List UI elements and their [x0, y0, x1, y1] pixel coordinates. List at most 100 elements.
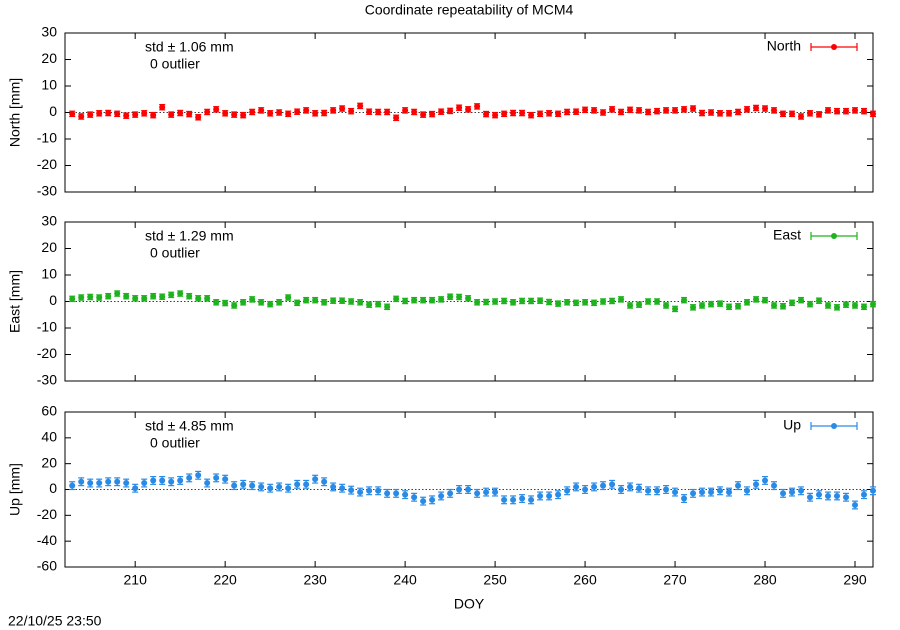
- y-tick-label: -60: [37, 558, 57, 574]
- data-point: [168, 291, 175, 298]
- data-point: [258, 299, 265, 306]
- data-point: [735, 482, 742, 489]
- data-point: [807, 301, 814, 308]
- data-point: [96, 294, 103, 301]
- data-point: [870, 487, 876, 494]
- data-point: [519, 297, 526, 304]
- data-point: [276, 109, 283, 116]
- data-point: [123, 112, 130, 119]
- data-point: [780, 110, 787, 117]
- data-point: [591, 107, 598, 114]
- data-point: [132, 111, 139, 118]
- data-point: [609, 297, 616, 304]
- x-tick-label: 250: [483, 572, 507, 588]
- data-point: [762, 477, 769, 484]
- data-point: [213, 106, 220, 113]
- data-point: [303, 107, 310, 114]
- data-point: [69, 295, 76, 302]
- data-point: [240, 299, 247, 306]
- data-point: [384, 303, 391, 310]
- data-point: [627, 106, 634, 113]
- data-point: [672, 107, 679, 114]
- data-point: [600, 298, 607, 305]
- data-point: [114, 290, 121, 297]
- y-tick-label: -20: [37, 156, 57, 172]
- x-tick-label: 270: [663, 572, 687, 588]
- data-point: [537, 110, 544, 117]
- data-point: [492, 489, 499, 496]
- data-point: [627, 302, 634, 309]
- data-point: [681, 495, 688, 502]
- data-point: [762, 105, 769, 112]
- data-point: [276, 483, 283, 490]
- data-point: [447, 293, 454, 300]
- data-point: [240, 112, 247, 119]
- data-point: [195, 472, 202, 479]
- data-point: [78, 294, 85, 301]
- data-point: [744, 106, 751, 113]
- data-point: [294, 299, 301, 306]
- y-tick-label: -20: [37, 506, 57, 522]
- y-tick-label: 20: [41, 454, 57, 470]
- data-point: [384, 108, 391, 115]
- data-point: [789, 110, 796, 117]
- data-point: [177, 110, 184, 117]
- data-point: [258, 107, 265, 114]
- data-point: [393, 490, 400, 497]
- data-point: [582, 486, 589, 493]
- data-point: [834, 108, 841, 115]
- y-tick-label: -10: [37, 319, 57, 335]
- data-point: [573, 108, 580, 115]
- data-point: [105, 293, 112, 300]
- data-point: [870, 301, 876, 308]
- data-point: [789, 489, 796, 496]
- data-point: [96, 110, 103, 117]
- data-point: [258, 483, 265, 490]
- data-point: [501, 297, 508, 304]
- data-point: [762, 297, 769, 304]
- data-point: [519, 110, 526, 117]
- data-point: [366, 108, 373, 115]
- data-point: [483, 299, 490, 306]
- y-tick-label: 20: [41, 239, 57, 255]
- data-point: [609, 106, 616, 113]
- legend-label: North: [767, 38, 801, 54]
- legend-swatch: [831, 44, 837, 50]
- data-point: [618, 296, 625, 303]
- data-point: [843, 301, 850, 308]
- data-point: [366, 301, 373, 308]
- data-point: [636, 485, 643, 492]
- data-point: [438, 108, 445, 115]
- data-point: [663, 486, 670, 493]
- data-point: [708, 489, 715, 496]
- data-point: [420, 498, 427, 505]
- data-point: [321, 299, 328, 306]
- data-point: [375, 108, 382, 115]
- data-point: [780, 303, 787, 310]
- data-point: [375, 301, 382, 308]
- data-point: [717, 110, 724, 117]
- data-point: [537, 492, 544, 499]
- data-point: [312, 476, 319, 483]
- data-point: [375, 487, 382, 494]
- data-point: [132, 485, 139, 492]
- data-point: [357, 102, 364, 109]
- data-point: [105, 478, 112, 485]
- data-point: [87, 111, 94, 118]
- data-point: [690, 490, 697, 497]
- data-point: [150, 112, 157, 119]
- data-point: [510, 299, 517, 306]
- x-tick-label: 220: [213, 572, 237, 588]
- data-point: [267, 301, 274, 308]
- data-point: [591, 483, 598, 490]
- data-point: [708, 301, 715, 308]
- data-point: [168, 111, 175, 118]
- data-point: [501, 110, 508, 117]
- y-axis-label: North [mm]: [7, 78, 23, 147]
- data-point: [348, 298, 355, 305]
- data-point: [636, 301, 643, 308]
- y-tick-label: 0: [49, 292, 57, 308]
- data-point: [168, 478, 175, 485]
- data-point: [861, 108, 868, 115]
- x-tick-label: 290: [843, 572, 867, 588]
